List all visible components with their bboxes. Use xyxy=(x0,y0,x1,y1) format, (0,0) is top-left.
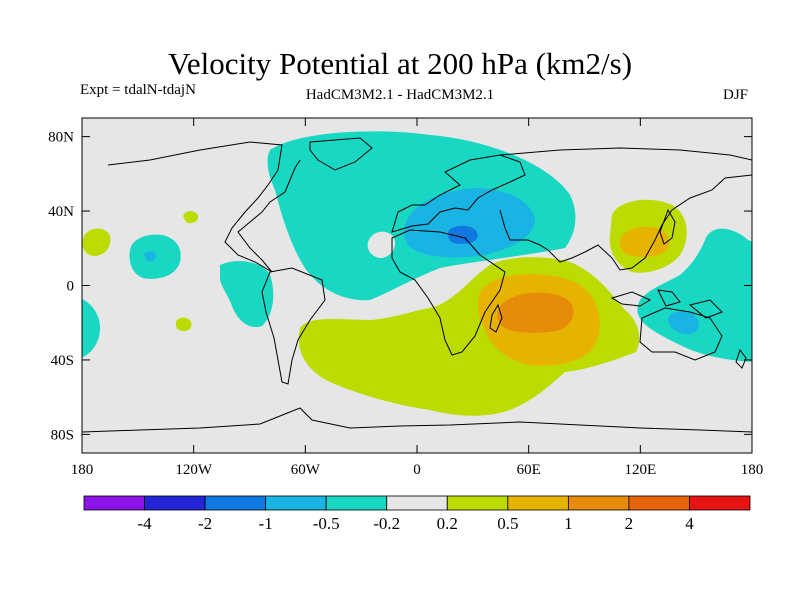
colorbar-label: -0.5 xyxy=(313,514,340,533)
contour-neg-0.5-mediterranean xyxy=(404,188,535,258)
colorbar-swatch xyxy=(567,495,630,511)
colorbar-swatch xyxy=(144,495,206,511)
colorbar-swatch xyxy=(83,495,145,511)
colorbar: -4 -2 -1 -0.5 -0.2 0.2 0.5 1 2 4 xyxy=(83,495,751,533)
contour-neg-east-pacific xyxy=(220,261,274,328)
y-tick-label: 40S xyxy=(51,353,74,369)
coastline-south-america xyxy=(261,267,326,385)
colorbar-swatch xyxy=(689,495,751,511)
colorbar-swatch xyxy=(628,495,690,511)
colorbar-label: 0.5 xyxy=(497,514,518,533)
coastline-antarctica xyxy=(82,407,752,433)
coastline-madagascar xyxy=(489,303,503,333)
x-tick-label: 60W xyxy=(291,462,321,478)
colorbar-swatch xyxy=(325,495,388,511)
x-tick-label: 120W xyxy=(175,462,213,478)
contour-pos-1-indian-ocean xyxy=(497,292,574,333)
colorbar-label: -0.2 xyxy=(373,514,400,533)
contour-neg-west-pacific xyxy=(637,228,752,362)
model-label: HadCM3M2.1 - HadCM3M2.1 xyxy=(305,87,495,103)
coastline-new-zealand xyxy=(735,348,747,369)
y-tick-label: 80S xyxy=(51,427,74,443)
coastline-europe xyxy=(391,154,526,233)
chart-title: Velocity Potential at 200 hPa (km2/s) xyxy=(167,46,633,81)
coastline-greenland xyxy=(309,137,373,171)
contour-neg-0.5-central-pacific xyxy=(144,251,157,262)
y-tick-label: 0 xyxy=(67,279,75,295)
x-tick-label: 180 xyxy=(71,462,94,478)
contour-pos-north-pacific-small xyxy=(183,211,199,224)
coastlines xyxy=(82,137,752,433)
y-tick-label: 80N xyxy=(48,130,74,146)
season-label: DJF xyxy=(723,87,749,103)
contour-pos-hawaii xyxy=(82,228,111,256)
x-tick-label: 60E xyxy=(517,462,541,478)
colorbar-label: 2 xyxy=(625,514,634,533)
colorbar-label: 0.2 xyxy=(437,514,458,533)
contour-neg-1-middle-east xyxy=(447,225,478,244)
colorbar-swatch xyxy=(204,495,267,511)
x-tick-label: 0 xyxy=(413,462,421,478)
coastline-japan xyxy=(659,208,676,245)
x-tick-label: 180 xyxy=(741,462,764,478)
colorbar-swatch xyxy=(507,495,569,511)
contour-pos-0.5-east-asia xyxy=(619,226,670,257)
coastline-asia xyxy=(499,147,752,271)
contour-neg-0.5-maritime xyxy=(668,311,699,335)
colorbar-label: 4 xyxy=(685,514,694,533)
contour-neg-west-edge xyxy=(82,299,100,358)
colorbar-swatch xyxy=(446,495,509,511)
x-tick-label: 120E xyxy=(624,462,656,478)
coastline-africa xyxy=(391,229,506,356)
colorbar-label: -2 xyxy=(198,514,212,533)
contour-pos-south-pacific-small xyxy=(175,317,192,332)
axes: 180 120W 60W 0 60E 120E 180 80N 40N 0 40S 80S xyxy=(48,118,763,478)
coastline-australia xyxy=(639,307,723,361)
colorbar-swatch xyxy=(265,495,327,511)
colorbar-label: -4 xyxy=(137,514,152,533)
contour-neutral-hole xyxy=(367,231,396,258)
contour-layer xyxy=(82,131,752,433)
colorbar-label: -1 xyxy=(259,514,273,533)
colorbar-label: 1 xyxy=(564,514,573,533)
experiment-label: Expt = tdalN-tdajN xyxy=(80,82,196,98)
coastline-maritime xyxy=(610,289,723,319)
y-tick-label: 40N xyxy=(48,204,74,220)
coastline-north-america xyxy=(107,141,301,273)
colorbar-swatch xyxy=(386,495,448,511)
